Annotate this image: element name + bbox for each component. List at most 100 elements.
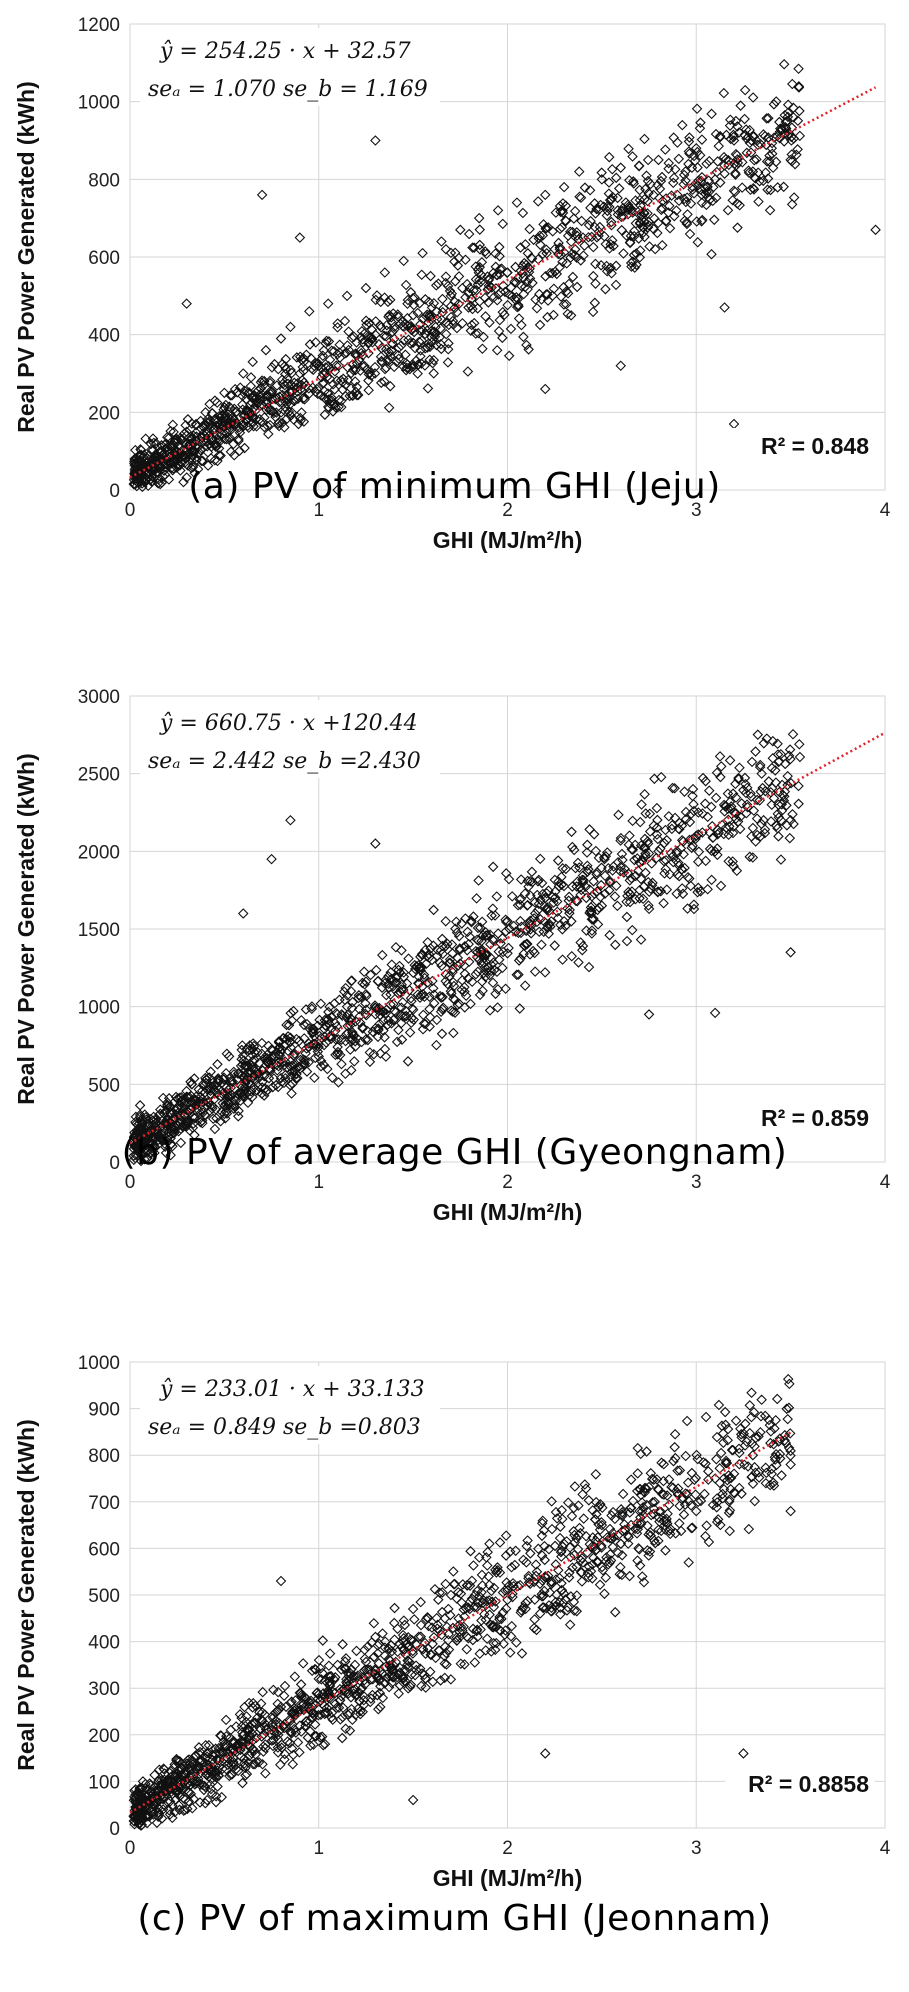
data-point — [623, 201, 634, 213]
data-point — [539, 1748, 551, 1759]
data-point — [460, 292, 471, 303]
regression-equation: ŷ = 233.01 · x + 33.133 — [159, 1377, 425, 1402]
data-point — [222, 1091, 234, 1102]
data-point — [690, 1489, 701, 1500]
data-point — [402, 1056, 414, 1067]
data-point — [187, 1759, 199, 1770]
data-point — [759, 827, 771, 839]
data-point — [371, 290, 383, 301]
data-point — [414, 992, 426, 1004]
data-point — [202, 414, 213, 425]
data-point — [319, 409, 331, 420]
data-point — [347, 390, 359, 401]
data-point — [312, 388, 324, 400]
data-point — [409, 1669, 421, 1681]
data-point — [492, 1002, 503, 1013]
data-point — [453, 998, 465, 1010]
data-point — [453, 930, 465, 942]
data-point — [672, 869, 683, 880]
data-point — [736, 182, 748, 193]
data-point — [660, 824, 671, 836]
data-point — [529, 1594, 541, 1605]
data-point — [740, 787, 752, 799]
data-point — [591, 867, 603, 878]
data-point — [628, 230, 640, 242]
data-point — [652, 886, 664, 897]
data-point — [242, 420, 253, 432]
data-point — [333, 1077, 344, 1088]
data-point — [785, 814, 796, 826]
data-point — [414, 325, 426, 337]
data-point — [263, 428, 274, 440]
data-point — [225, 1755, 237, 1767]
data-point — [643, 1009, 655, 1020]
data-point — [766, 799, 778, 811]
data-point — [775, 854, 787, 865]
data-point — [516, 1605, 527, 1616]
data-point — [325, 1033, 337, 1045]
data-point — [396, 984, 407, 995]
data-point — [339, 1663, 351, 1674]
data-point — [378, 1025, 389, 1036]
data-point — [259, 1717, 270, 1729]
data-point — [168, 426, 179, 438]
data-point — [785, 154, 796, 166]
data-point — [491, 1637, 502, 1649]
data-point — [700, 775, 711, 787]
data-point — [339, 1656, 351, 1667]
data-point — [310, 1041, 322, 1053]
data-point — [395, 987, 407, 999]
data-point — [746, 1438, 758, 1449]
data-point — [416, 981, 428, 993]
data-point — [237, 1059, 249, 1070]
data-point — [326, 1072, 338, 1083]
data-point — [746, 1471, 758, 1483]
data-point — [262, 1057, 274, 1069]
data-point — [617, 205, 628, 217]
data-point — [155, 452, 166, 464]
data-point — [672, 857, 684, 868]
data-point — [762, 184, 773, 195]
data-point — [652, 814, 663, 826]
data-point — [666, 190, 677, 201]
data-point — [534, 319, 546, 331]
data-point — [687, 790, 698, 802]
data-point — [499, 309, 510, 321]
data-point — [346, 975, 358, 986]
y-tick-label: 900 — [88, 1400, 120, 1421]
data-point — [377, 1628, 388, 1639]
data-point — [669, 782, 680, 794]
data-point — [722, 803, 734, 814]
data-point — [450, 923, 461, 935]
data-point — [408, 1014, 420, 1025]
data-point — [315, 1055, 327, 1067]
y-tick-label: 800 — [88, 1446, 120, 1467]
data-point — [406, 995, 417, 1007]
data-point — [710, 128, 722, 140]
data-point — [590, 845, 602, 857]
data-point — [418, 1669, 430, 1681]
data-point — [502, 915, 513, 927]
data-point — [712, 156, 723, 167]
data-point — [474, 224, 486, 235]
data-point — [579, 182, 591, 193]
data-point — [469, 1657, 481, 1668]
data-point — [477, 1594, 489, 1606]
data-point — [396, 1002, 407, 1013]
data-point — [279, 1748, 291, 1760]
data-point — [186, 1078, 198, 1090]
data-point — [355, 344, 367, 356]
data-point — [321, 335, 332, 347]
data-point — [402, 294, 414, 306]
data-point — [304, 339, 316, 350]
data-point — [412, 368, 423, 379]
data-point — [769, 1454, 781, 1465]
data-point — [741, 782, 753, 794]
data-point — [643, 216, 655, 228]
data-point — [190, 418, 202, 430]
data-point — [719, 806, 730, 817]
data-point — [415, 1680, 427, 1692]
data-point — [577, 232, 589, 243]
data-point — [785, 1505, 796, 1517]
data-point — [443, 338, 454, 349]
